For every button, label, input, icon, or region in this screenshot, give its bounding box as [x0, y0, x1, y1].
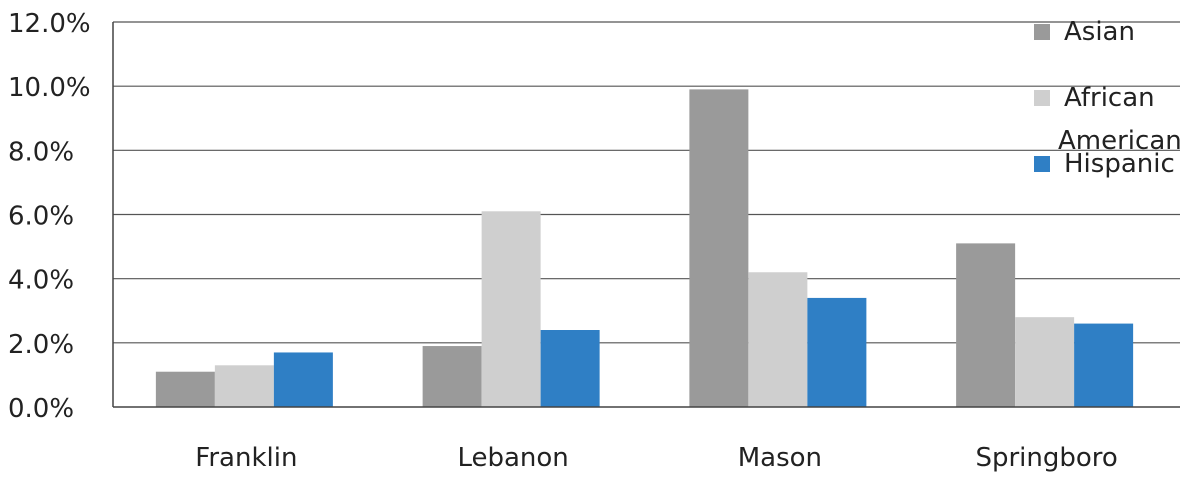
bar	[956, 243, 1016, 407]
bar	[1074, 323, 1134, 407]
bar	[1015, 317, 1075, 407]
bar	[273, 352, 333, 407]
x-tick-label: Mason	[738, 443, 822, 473]
y-tick-label: 2.0%	[8, 330, 74, 360]
legend-label: Asian	[1064, 17, 1135, 47]
bar	[422, 346, 482, 407]
x-tick-label: Springboro	[975, 443, 1117, 473]
legend-swatch	[1034, 156, 1050, 172]
bar	[689, 89, 749, 407]
y-tick-label: 10.0%	[8, 73, 91, 103]
x-tick-label: Franklin	[195, 443, 297, 473]
axes: 0.0% 2.0% 4.0% 6.0% 8.0% 10.0% 12.0% Franklin Le…	[8, 9, 1180, 473]
y-tick-label: 4.0%	[8, 266, 74, 296]
y-tick-label: 6.0%	[8, 202, 74, 232]
bar	[155, 371, 215, 407]
bar	[807, 297, 867, 407]
bar	[481, 211, 541, 407]
gridlines	[113, 21, 1180, 344]
legend-label: Hispanic	[1064, 149, 1175, 179]
legend-swatch	[1034, 24, 1050, 40]
y-tick-label: 8.0%	[8, 137, 74, 167]
y-tick-label: 12.0%	[8, 9, 91, 39]
legend-label: American	[1058, 126, 1182, 156]
bar	[540, 330, 600, 407]
bars	[155, 89, 1134, 407]
y-tick-label: 0.0%	[8, 394, 74, 424]
x-tick-label: Lebanon	[457, 443, 568, 473]
legend-swatch	[1034, 90, 1050, 106]
bar	[214, 365, 274, 407]
bar	[748, 272, 808, 407]
legend-label: African	[1064, 83, 1155, 113]
